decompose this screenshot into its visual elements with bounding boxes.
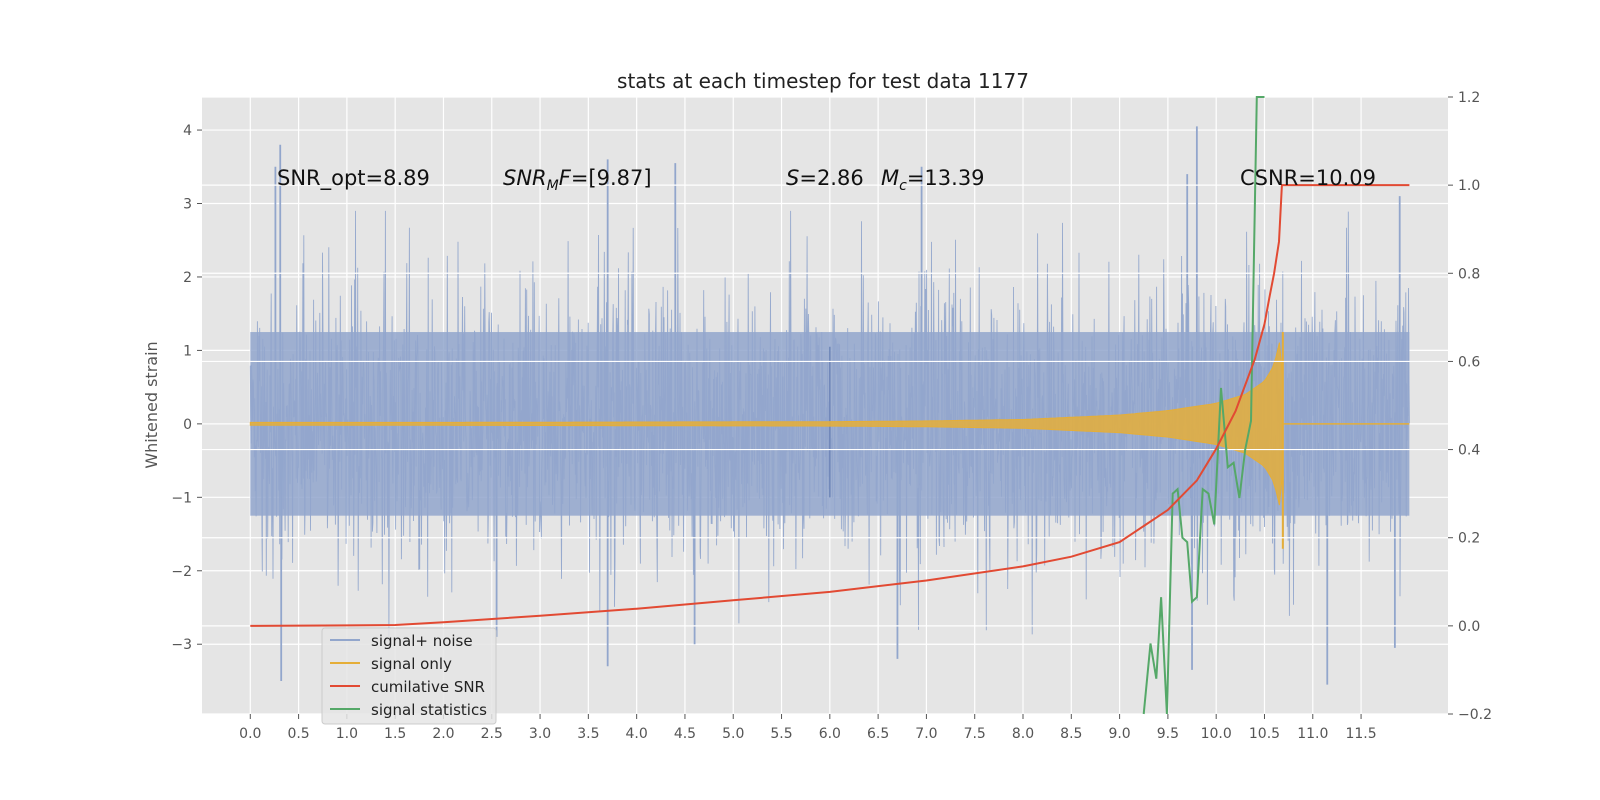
y2-tick-label-1: 1.0 [1458,178,1480,194]
signal-statistics-line [1142,96,1265,715]
x-tick-label-6: 3.0 [529,726,551,742]
annotation-snr-mf-subscript: M [547,178,559,194]
x-tick-label-2: 1.0 [336,726,358,742]
legend: signal+ noise signal only cumilative SNR… [321,627,497,725]
annotation-mc-subscript: c [899,178,907,194]
annotation-mc-value: =13.39 [907,166,985,190]
annotation-mc: Mc=13.39 [881,166,985,194]
x-tick-label-13: 6.5 [867,726,889,742]
x-tick-label-11: 5.5 [770,726,792,742]
series-signal-statistics [1142,96,1265,715]
x-tick-label-9: 4.5 [674,726,696,742]
x-tick-label-20: 10.0 [1201,726,1232,742]
x-axis: 0.0 0.5 1.0 1.5 2.0 2.5 3.0 3.5 4.0 4.5 5.0 5.5 6.0 6… [239,714,1377,742]
x-tick-label-17: 8.5 [1060,726,1082,742]
x-tick-label-22: 11.0 [1297,726,1328,742]
y-tick-label-1: 3 [183,197,192,213]
annotation-snr-mf-value: =[9.87] [571,166,652,190]
y-tick-label-0: 4 [183,123,192,139]
annotations: SNR_opt=8.89 SNRMF=[9.87] S=2.86 Mc=13.3… [277,166,1376,194]
y2-tick-label-5: 0.2 [1458,531,1480,547]
y-axis-label: Whitened strain [142,341,161,468]
legend-frame [321,627,497,725]
x-tick-label-4: 2.0 [432,726,454,742]
x-tick-label-12: 6.0 [819,726,841,742]
y2-tick-label-3: 0.6 [1458,354,1480,370]
x-tick-label-21: 10.5 [1249,726,1280,742]
legend-label-cumulative-snr: cumilative SNR [371,678,485,696]
legend-label-signal-statistics: signal statistics [371,701,487,719]
y2-tick-label-7: −0.2 [1458,707,1492,723]
legend-label-signal-noise: signal+ noise [371,632,473,650]
annotation-csnr: CSNR=10.09 [1240,166,1376,190]
x-tick-label-18: 9.0 [1108,726,1130,742]
x-tick-label-16: 8.0 [1012,726,1034,742]
series-signal-only [249,332,1410,549]
y2-tick-label-0: 1.2 [1458,90,1480,106]
grid-lines-right-axis [202,96,1448,715]
chart-title: stats at each timestep for test data 117… [617,69,1029,93]
x-tick-label-15: 7.5 [964,726,986,742]
x-tick-label-3: 1.5 [384,726,406,742]
annotation-s-symbol: S [786,166,799,190]
annotation-snr-opt: SNR_opt=8.89 [277,166,430,191]
y-axis-left: 4 3 2 1 0 −1 −2 −3 [171,123,202,653]
y2-tick-label-2: 0.8 [1458,266,1480,282]
annotation-snr-mf: SNRMF=[9.87] [503,166,652,194]
annotation-s: S=2.86 [786,166,864,190]
x-tick-label-0: 0.0 [239,726,261,742]
y-axis-right: 1.2 1.0 0.8 0.6 0.4 0.2 0.0 −0.2 [1448,90,1492,723]
y-tick-label-5: −1 [171,490,192,506]
y-tick-label-4: 0 [183,417,192,433]
legend-label-signal-only: signal only [371,655,452,673]
x-tick-label-5: 2.5 [481,726,503,742]
x-tick-label-23: 11.5 [1345,726,1376,742]
cumulative-snr-line [250,184,1410,627]
x-tick-label-7: 3.5 [577,726,599,742]
annotation-s-value: =2.86 [799,166,863,190]
series-cumulative-snr [250,184,1410,627]
y2-tick-label-4: 0.4 [1458,443,1480,459]
x-tick-label-1: 0.5 [287,726,309,742]
y-tick-label-7: −3 [171,637,192,653]
x-tick-label-19: 9.5 [1157,726,1179,742]
y2-tick-label-6: 0.0 [1458,619,1480,635]
y-tick-label-2: 2 [183,270,192,286]
x-tick-label-14: 7.0 [915,726,937,742]
annotation-snr-mf-f: F [559,166,572,190]
y-tick-label-6: −2 [171,564,192,580]
x-tick-label-10: 5.0 [722,726,744,742]
y-tick-label-3: 1 [183,343,192,359]
annotation-snr-mf-symbol: SNR [503,166,547,190]
x-tick-label-8: 4.0 [626,726,648,742]
annotation-mc-symbol: M [881,166,899,190]
